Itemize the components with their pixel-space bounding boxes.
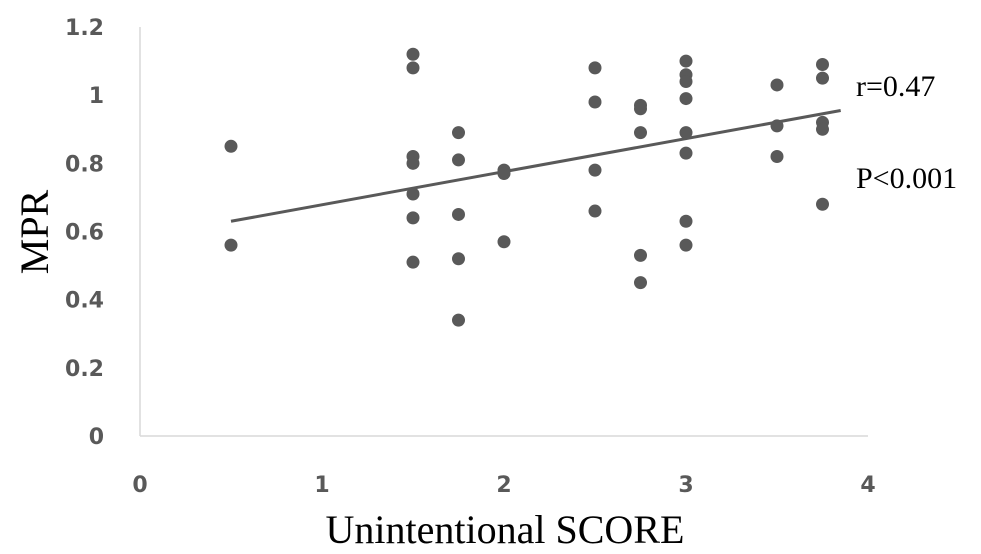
- annotation-p: P<0.001: [856, 162, 957, 195]
- tick-labels: 0 1 2 3 4 0 0.2 0.4 0.6 0.8 1 1.2: [65, 16, 876, 498]
- x-tick-label: 3: [678, 473, 693, 498]
- data-point: [588, 61, 602, 75]
- trendline: [230, 109, 841, 223]
- data-point: [679, 54, 693, 68]
- y-tick-label: 0.2: [65, 357, 104, 382]
- data-point: [816, 197, 829, 211]
- data-point: [770, 150, 784, 164]
- data-point: [497, 167, 511, 181]
- y-tick-label: 0.6: [65, 221, 104, 246]
- data-point: [406, 211, 420, 225]
- annotation-r: r=0.47: [856, 70, 935, 103]
- data-point: [770, 119, 784, 133]
- data-point: [452, 153, 465, 167]
- data-point: [588, 163, 602, 177]
- data-point: [452, 313, 465, 327]
- data-point: [497, 235, 511, 249]
- axes: [139, 27, 868, 437]
- x-tick-label: 4: [860, 473, 875, 498]
- data-point: [679, 75, 693, 89]
- data-point: [224, 238, 238, 252]
- data-point: [588, 204, 602, 218]
- data-point: [406, 255, 420, 269]
- data-point: [224, 139, 238, 153]
- y-tick-label: 1.2: [65, 16, 104, 41]
- x-tick-label: 2: [496, 473, 511, 498]
- data-point: [679, 238, 693, 252]
- data-point: [452, 207, 465, 221]
- data-point: [679, 214, 693, 228]
- data-point: [679, 146, 693, 160]
- data-point: [588, 95, 602, 109]
- y-tick-label: 0: [89, 425, 104, 450]
- data-point: [816, 57, 829, 71]
- x-tick-label: 1: [314, 473, 329, 498]
- y-tick-label: 0.4: [65, 289, 104, 314]
- data-point: [452, 252, 465, 266]
- data-point: [816, 122, 829, 136]
- trendline-group: [230, 109, 841, 223]
- y-tick-label: 1: [89, 84, 104, 109]
- data-point: [770, 78, 784, 92]
- data-point: [816, 71, 829, 85]
- data-point: [406, 156, 420, 170]
- y-axis-title: MPR: [12, 189, 57, 274]
- x-tick-label: 0: [132, 473, 147, 498]
- data-point: [634, 102, 647, 116]
- data-point: [406, 61, 420, 75]
- data-point: [679, 92, 693, 106]
- x-axis-title: Unintentional SCORE: [326, 507, 685, 552]
- data-point: [406, 187, 420, 201]
- data-points: [224, 47, 829, 327]
- data-point: [452, 126, 465, 140]
- data-point: [634, 248, 647, 262]
- data-point: [634, 126, 647, 140]
- data-point: [679, 126, 693, 140]
- data-point: [406, 47, 420, 61]
- y-tick-label: 0.8: [65, 152, 104, 177]
- data-point: [634, 276, 647, 290]
